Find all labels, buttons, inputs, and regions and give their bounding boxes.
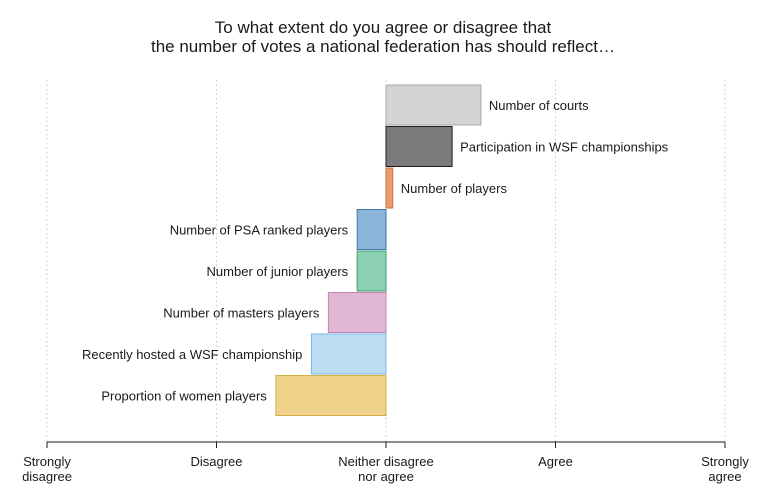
bar-3 [356, 209, 387, 250]
bars: Number of courts Participation in WSF cha… [82, 84, 669, 416]
bar-7 [275, 375, 387, 416]
bar-5 [327, 292, 387, 333]
bar-6 [310, 333, 387, 375]
x-tick-label-3: Agree [538, 454, 573, 469]
x-tick-label-3-line-0: Agree [538, 454, 573, 469]
chart-title-line-2: the number of votes a national federatio… [150, 37, 615, 56]
x-tick-label-4-line-1: agree [708, 469, 741, 484]
x-tick-label-2-line-0: Neither disagree [338, 454, 433, 469]
x-tick-label-2: Neither disagree nor agree [338, 454, 433, 484]
bar-label-7: Proportion of women players [101, 389, 267, 404]
x-tick-label-4: Strongly agree [701, 454, 749, 484]
x-tick-label-0-line-1: disagree [22, 469, 72, 484]
bar-4 [356, 250, 387, 292]
bar-label-6: Recently hosted a WSF championship [82, 347, 302, 362]
bar-1 [385, 126, 453, 167]
bar-label-2: Number of players [401, 181, 508, 196]
x-tick-label-0-line-0: Strongly [23, 454, 71, 469]
x-tick-label-1: Disagree [190, 454, 242, 469]
bar-label-3: Number of PSA ranked players [170, 223, 349, 238]
bar-0 [385, 84, 482, 126]
chart-title: To what extent do you agree or disagree … [0, 18, 766, 56]
bar-label-1: Participation in WSF championships [460, 140, 669, 155]
x-tick-label-1-line-0: Disagree [190, 454, 242, 469]
bar-2 [385, 167, 394, 209]
bar-label-0: Number of courts [489, 98, 589, 113]
chart-title-line-1: To what extent do you agree or disagree … [214, 18, 552, 37]
bar-label-5: Number of masters players [163, 306, 320, 321]
x-tick-label-4-line-0: Strongly [701, 454, 749, 469]
x-tick-label-2-line-1: nor agree [358, 469, 414, 484]
x-tick-label-0: Strongly disagree [22, 454, 72, 484]
bar-label-4: Number of junior players [207, 264, 349, 279]
